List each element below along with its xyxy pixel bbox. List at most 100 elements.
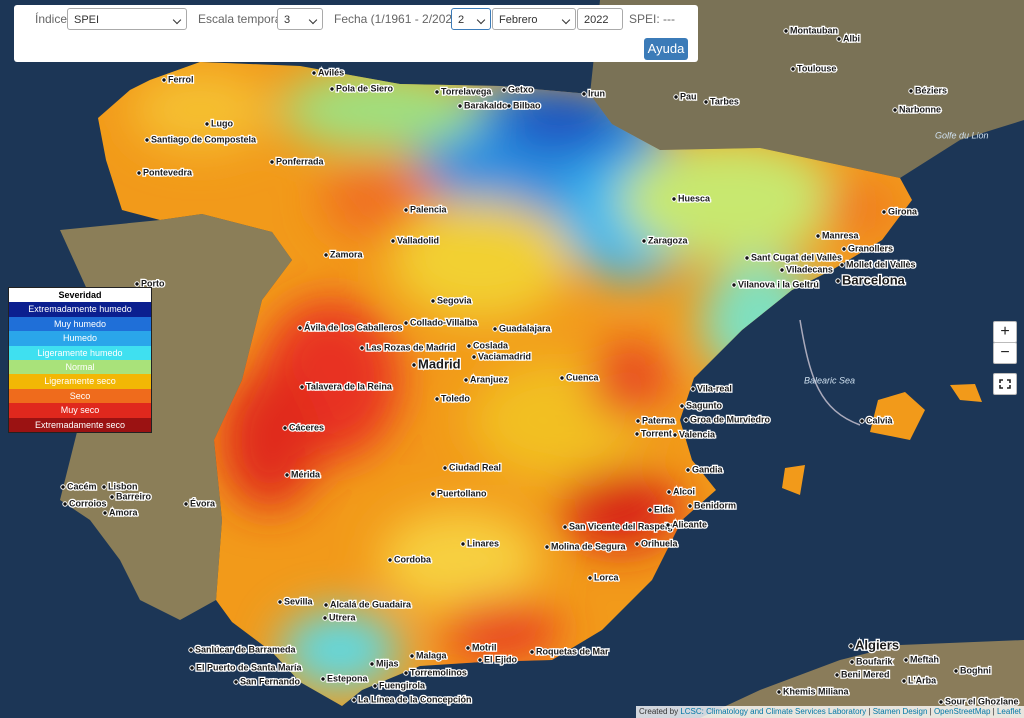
indice-select[interactable]: SPEI	[67, 8, 187, 30]
place-dot	[183, 501, 189, 507]
place-label: Évora	[190, 498, 216, 508]
place-label: Barakaldo	[464, 100, 508, 110]
sea-label: Balearic Sea	[804, 375, 855, 385]
place-dot	[903, 657, 909, 663]
place-dot	[848, 643, 854, 649]
legend-title: Severidad	[9, 288, 151, 303]
place-dot	[359, 345, 365, 351]
control-panel: Índice SPEI Escala temporal 3 Fecha (1/1…	[14, 5, 698, 62]
place-dot	[587, 575, 593, 581]
attribution-link[interactable]: Stamen Design	[872, 707, 928, 716]
attribution-link[interactable]: OpenStreetMap	[933, 707, 991, 716]
legend-item: Normal	[9, 359, 151, 375]
place-label: Calvià	[866, 415, 894, 425]
place-label: Linares	[467, 538, 499, 548]
place-dot	[161, 77, 167, 83]
place-label: Avilés	[318, 67, 344, 77]
place-label: Benidorm	[694, 500, 736, 510]
place-label: Torremolinos	[410, 667, 467, 677]
escala-select[interactable]: 3	[277, 8, 323, 30]
place-dot	[529, 649, 535, 655]
help-button[interactable]: Ayuda	[644, 38, 688, 60]
place-dot	[457, 103, 463, 109]
place-dot	[635, 418, 641, 424]
place-dot	[403, 670, 409, 676]
place-label: San Vicente del Raspeig	[569, 521, 673, 531]
place-label: Zaragoza	[648, 235, 689, 245]
place-dot	[297, 325, 303, 331]
place-dot	[559, 375, 565, 381]
place-label: Santiago de Compostela	[151, 134, 257, 144]
place-dot	[953, 668, 959, 674]
place-dot	[641, 238, 647, 244]
legend-item: Muy seco	[9, 403, 151, 418]
place-label: Sanlúcar de Barrameda	[195, 644, 297, 654]
place-dot	[430, 491, 436, 497]
place-label: Sant Cugat del Vallès	[751, 252, 842, 262]
place-label: Las Rozas de Madrid	[366, 342, 456, 352]
month-number-select[interactable]: 2	[451, 8, 491, 30]
place-label: Aranjuez	[470, 374, 509, 384]
place-dot	[442, 465, 448, 471]
place-label: Toulouse	[797, 63, 836, 73]
place-dot	[188, 647, 194, 653]
place-dot	[430, 298, 436, 304]
place-label: La Línea de la Concepción	[358, 694, 472, 704]
legend: Severidad Extremadamente humedo Muy humed…	[8, 287, 152, 433]
place-dot	[322, 615, 328, 621]
place-dot	[779, 267, 785, 273]
place-dot	[101, 484, 107, 490]
place-label: Coslada	[473, 340, 509, 350]
place-label: Alcoi	[673, 486, 695, 496]
fullscreen-button[interactable]	[993, 373, 1017, 395]
place-label: Gandia	[692, 464, 724, 474]
place-dot	[390, 238, 396, 244]
legend-item: Ligeramente seco	[9, 374, 151, 389]
place-label: Mérida	[291, 469, 321, 479]
place-label: Pontevedra	[143, 167, 193, 177]
place-dot	[311, 70, 317, 76]
place-dot	[776, 689, 782, 695]
place-label: Malaga	[416, 650, 448, 660]
spei-value: SPEI: ---	[629, 12, 676, 26]
place-dot	[109, 494, 115, 500]
place-dot	[492, 326, 498, 332]
place-label: Palencia	[410, 204, 448, 214]
place-label: Vila-real	[697, 383, 732, 393]
place-dot	[634, 431, 640, 437]
zoom-in[interactable]: +	[993, 321, 1017, 343]
place-label: Vilanova i la Geltrú	[738, 279, 819, 289]
place-label: Lisbon	[108, 481, 138, 491]
place-label: Albi	[843, 33, 860, 43]
month-select[interactable]: Febrero	[492, 8, 576, 30]
place-dot	[434, 396, 440, 402]
place-label: Pola de Siero	[336, 83, 394, 93]
place-dot	[841, 246, 847, 252]
place-label: Sour el Ghozlane	[945, 696, 1019, 706]
place-dot	[403, 320, 409, 326]
place-label: Ferrol	[168, 74, 194, 84]
place-dot	[233, 679, 239, 685]
place-dot	[466, 343, 472, 349]
place-label: Corroios	[69, 498, 107, 508]
place-dot	[409, 653, 415, 659]
zoom-out[interactable]: −	[993, 342, 1017, 364]
place-dot	[849, 659, 855, 665]
place-label: Barreiro	[116, 491, 152, 501]
place-dot	[471, 354, 477, 360]
place-label: Roquetas de Mar	[536, 646, 609, 656]
attribution-link[interactable]: Leaflet	[996, 707, 1021, 716]
place-label: Barcelona	[842, 272, 906, 287]
place-dot	[687, 503, 693, 509]
place-label: Estepona	[327, 673, 369, 683]
place-label: El Puerto de Santa María	[196, 662, 303, 672]
spei-layer	[98, 62, 982, 706]
attribution-link[interactable]: LCSC: Climatology and Climate Services L…	[680, 707, 867, 716]
place-dot	[62, 501, 68, 507]
place-dot	[647, 507, 653, 513]
place-dot	[744, 255, 750, 261]
place-dot	[901, 678, 907, 684]
place-dot	[269, 159, 275, 165]
year-input[interactable]: 2022	[577, 8, 623, 30]
